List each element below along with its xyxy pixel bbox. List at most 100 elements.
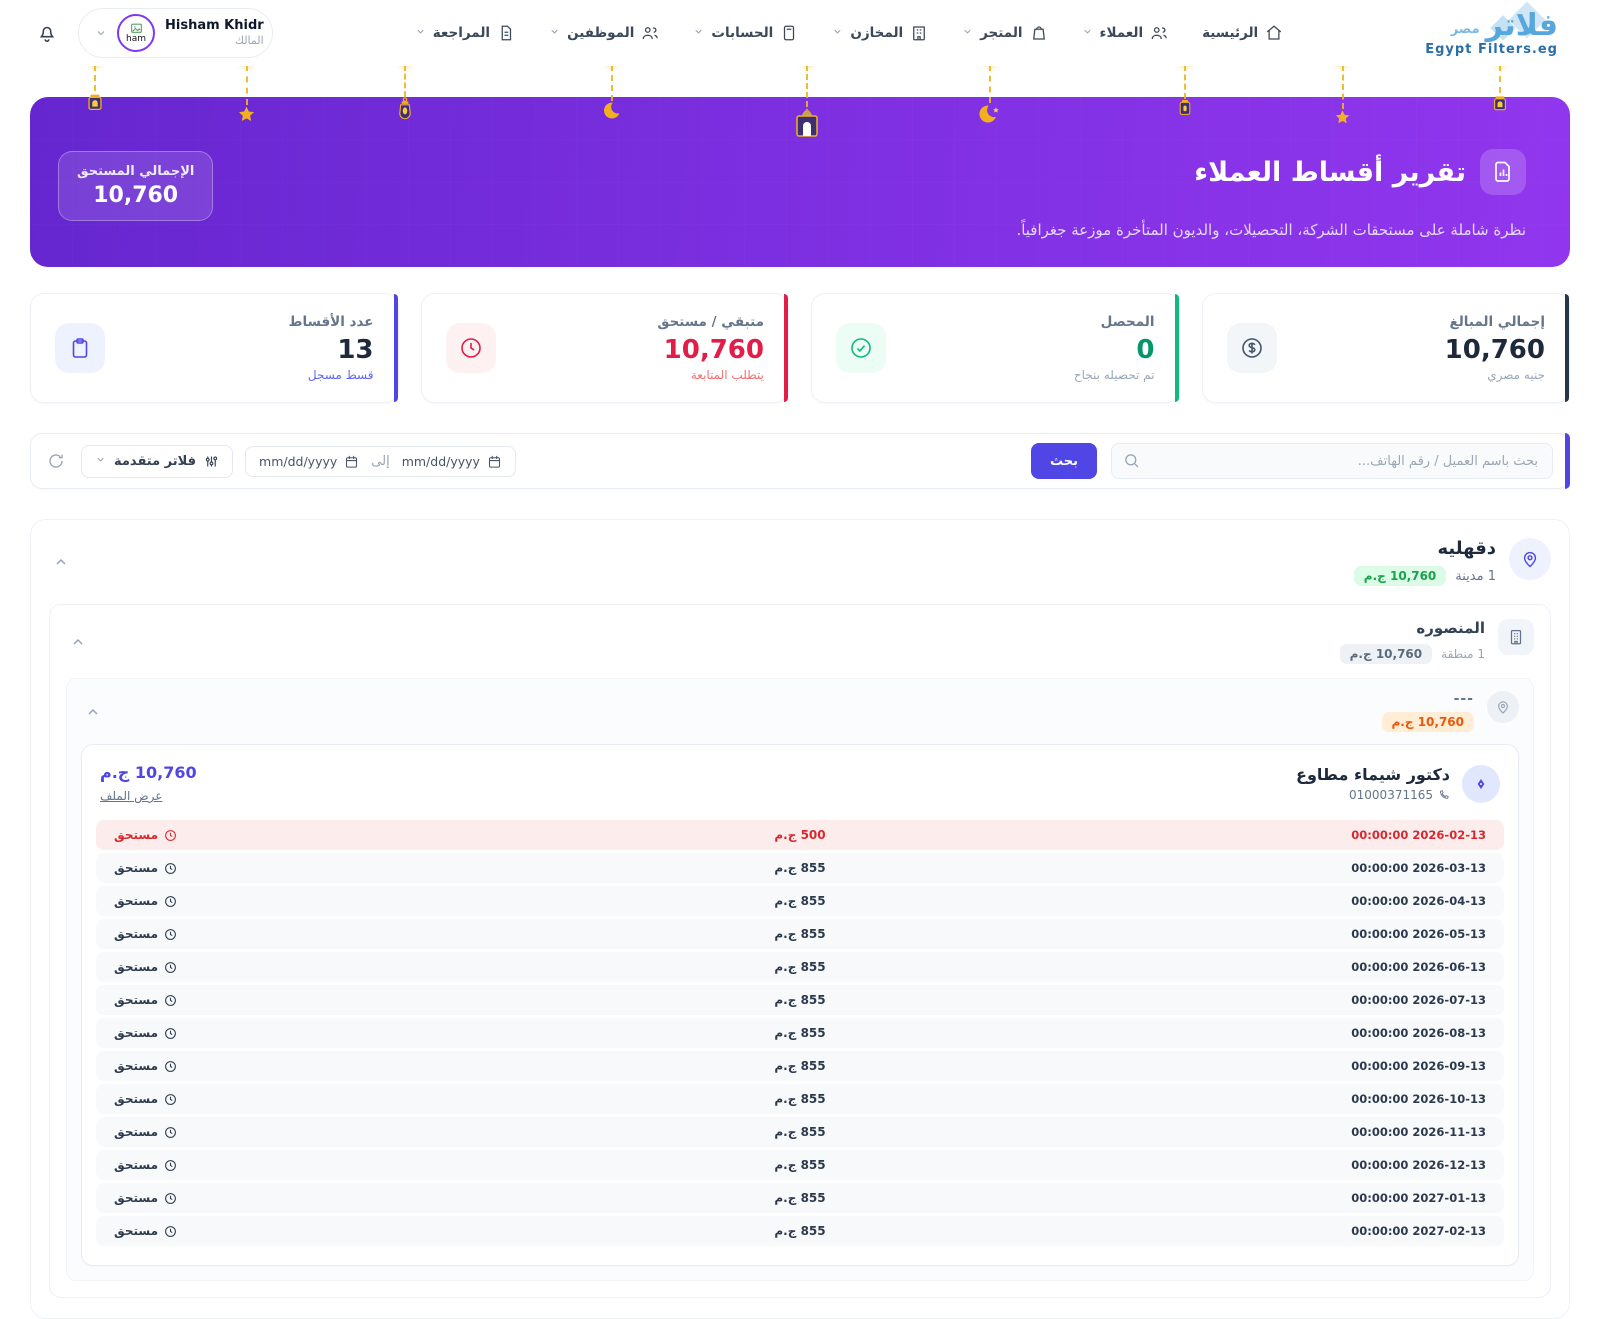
- installment-row: 00:00:00 2027-01-13 855 ج.م مستحق: [96, 1183, 1504, 1213]
- installment-status-label: مستحق: [114, 1026, 159, 1040]
- installment-status: مستحق: [114, 1092, 567, 1106]
- installment-status-label: مستحق: [114, 960, 159, 974]
- chevron-up-icon: [88, 708, 98, 715]
- clock-icon: [165, 1225, 176, 1237]
- clock-icon: [165, 994, 176, 1006]
- installment-status: مستحق: [114, 1191, 567, 1205]
- stat-accent-bar: [1174, 294, 1179, 402]
- stat-value: 13: [337, 335, 374, 365]
- chevron-down-icon: [97, 30, 105, 35]
- zone-collapse-button[interactable]: [81, 700, 105, 724]
- customer-avatar-icon: [1462, 764, 1500, 803]
- nav-item-customers[interactable]: العملاء: [1082, 24, 1169, 42]
- logo-text: فلاتر: [1485, 7, 1559, 43]
- installment-status-label: مستحق: [114, 1125, 159, 1139]
- region-collapse-button[interactable]: [49, 550, 73, 574]
- broken-image-icon: [130, 23, 142, 33]
- search-button[interactable]: بحث: [1030, 443, 1097, 479]
- installment-status-label: مستحق: [114, 993, 159, 1007]
- page-subtitle: نظرة شاملة على مستحقات الشركة، التحصيلات…: [1016, 221, 1526, 239]
- stat-value: 10,760: [1444, 335, 1545, 365]
- nav-item-warehouses[interactable]: المخازن: [832, 24, 928, 42]
- installment-amount: 855 ج.م: [774, 861, 826, 875]
- stat-caption: تم تحصيله بنجاح: [1073, 368, 1155, 382]
- bell-icon: [39, 26, 55, 43]
- clock-icon: [165, 1060, 176, 1072]
- date-to-label: إلى: [371, 453, 390, 469]
- installment-datetime: 00:00:00 2026-07-13: [1351, 993, 1486, 1007]
- nav-item-review[interactable]: المراجعة: [415, 24, 515, 42]
- installment-row: 00:00:00 2026-07-13 855 ج.م مستحق: [96, 985, 1504, 1015]
- stat-caption: جنيه مصري: [1487, 368, 1545, 382]
- installment-row: 00:00:00 2026-12-13 855 ج.م مستحق: [96, 1150, 1504, 1180]
- nav-item-employees[interactable]: الموظفين: [549, 24, 659, 42]
- city-count: 1 منطقة: [1441, 647, 1485, 661]
- clock-icon: [165, 895, 176, 907]
- installment-datetime: 00:00:00 2026-03-13: [1351, 861, 1486, 875]
- notifications-button[interactable]: [36, 22, 58, 44]
- nav-item-store[interactable]: المتجر: [962, 24, 1047, 42]
- user-name: Hisham Khidr: [165, 18, 264, 33]
- advanced-filters-button[interactable]: فلاتر متقدمة: [81, 444, 234, 478]
- refresh-button[interactable]: [47, 452, 65, 470]
- date-to-input[interactable]: mm/dd/yyyy: [259, 454, 359, 469]
- nav-item-home[interactable]: الرئيسية: [1202, 24, 1283, 42]
- region-header: دقهليه 1 مدينة 10,760 ج.م: [49, 538, 1551, 586]
- region-amount-badge: 10,760 ج.م: [1353, 566, 1447, 586]
- total-due-label: الإجمالي المستحق: [77, 164, 195, 179]
- customers-icon: [1151, 27, 1167, 40]
- stat-card-installments-count: عدد الأقساط 13 قسط مسجل: [30, 293, 399, 403]
- installment-status: مستحق: [114, 1059, 567, 1073]
- map-pin-icon: [1509, 538, 1551, 580]
- nav-item-accounts[interactable]: الحسابات: [693, 24, 798, 42]
- installment-row: 00:00:00 2026-05-13 855 ج.م مستحق: [96, 919, 1504, 949]
- clock-icon: [165, 1027, 176, 1039]
- total-due-chip: الإجمالي المستحق 10,760: [58, 151, 214, 221]
- region-count: 1 مدينة: [1455, 568, 1496, 584]
- page-title: تقرير أقساط العملاء: [1194, 156, 1466, 188]
- installment-status: مستحق: [114, 927, 567, 941]
- installment-amount: 855 ج.م: [774, 894, 826, 908]
- installment-row: 00:00:00 2026-06-13 855 ج.م مستحق: [96, 952, 1504, 982]
- stat-caption: يتطلب المتابعة: [690, 368, 764, 382]
- clock-icon: [165, 928, 176, 940]
- city-amount-badge: 10,760 ج.م: [1339, 644, 1433, 664]
- installment-status-label: مستحق: [114, 1059, 159, 1073]
- installments-table: 00:00:00 2026-02-13 500 ج.م مستحق 00:00:00 …: [96, 820, 1504, 1246]
- customer-amount: 10,760 ج.م: [100, 763, 197, 782]
- zone-amount-badge: 10,760 ج.م: [1381, 712, 1474, 732]
- installment-status: مستحق: [114, 861, 567, 875]
- installment-amount: 855 ج.م: [774, 927, 826, 941]
- installment-datetime: 00:00:00 2026-11-13: [1351, 1125, 1486, 1139]
- calendar-icon: [488, 455, 500, 468]
- installment-status: مستحق: [114, 1158, 567, 1172]
- home-icon: [1267, 25, 1282, 40]
- check-circle-icon: [836, 323, 886, 373]
- stat-accent-bar: [1565, 294, 1569, 402]
- stat-label: متبقي / مستحق: [657, 314, 764, 330]
- city-name: المنصوره: [1416, 619, 1485, 637]
- brand-logo[interactable]: فلاتر مصر Egypt Filters.eg: [1425, 1, 1559, 56]
- clipboard-icon: [55, 323, 105, 373]
- zone-header: --- 10,760 ج.م: [81, 691, 1519, 732]
- city-collapse-button[interactable]: [66, 630, 90, 654]
- clock-icon: [165, 829, 176, 841]
- date-range-group: mm/dd/yyyy إلى mm/dd/yyyy: [245, 445, 516, 477]
- chevron-down-icon: [695, 29, 702, 34]
- installment-amount: 855 ج.م: [774, 1224, 826, 1238]
- stat-value: 10,760: [663, 335, 764, 365]
- user-profile-menu[interactable]: Hisham Khidr المالك ham: [78, 8, 273, 58]
- installment-amount: 855 ج.م: [774, 993, 826, 1007]
- installment-datetime: 00:00:00 2026-06-13: [1351, 960, 1486, 974]
- view-file-link[interactable]: عرض الملف: [100, 789, 163, 803]
- date-from-input[interactable]: mm/dd/yyyy: [402, 454, 502, 469]
- installment-datetime: 00:00:00 2026-10-13: [1351, 1092, 1486, 1106]
- installment-amount: 855 ج.م: [774, 1191, 826, 1205]
- installment-row: 00:00:00 2026-10-13 855 ج.م مستحق: [96, 1084, 1504, 1114]
- installment-status-label: مستحق: [114, 1224, 159, 1238]
- search-input[interactable]: [1111, 443, 1553, 479]
- installment-amount: 500 ج.م: [774, 828, 826, 842]
- customer-name: دكتور شيماء مطاوع: [1296, 765, 1450, 784]
- total-due-value: 10,760: [93, 183, 179, 208]
- installment-row: 00:00:00 2026-08-13 855 ج.م مستحق: [96, 1018, 1504, 1048]
